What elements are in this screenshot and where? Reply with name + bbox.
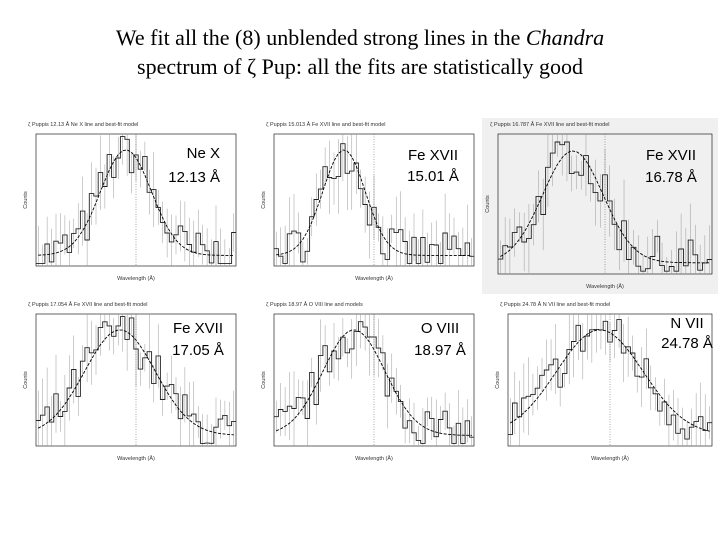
y-axis-label: Counts	[495, 371, 501, 389]
line-wavelength-label: 24.78 Å	[661, 335, 713, 352]
line-wavelength-label: 15.01 Å	[407, 168, 459, 185]
x-axis-label: Wavelength (Å)	[117, 455, 155, 462]
panel-background	[20, 118, 242, 286]
slide-subtitle: spectrum of ζ Pup: all the fits are stat…	[137, 54, 583, 79]
model-curve	[510, 329, 710, 432]
model-curve	[38, 149, 234, 256]
plot-title: ζ Puppis 12.13 Å Ne X line and best-fit …	[28, 121, 138, 128]
spectrum-panel: ζ Puppis 18.97 Å O VIII line and models W…	[258, 298, 480, 466]
line-ion-label: Fe XVII	[408, 147, 458, 164]
line-wavelength-label: 12.13 Å	[168, 169, 220, 186]
x-axis-label: Wavelength (Å)	[355, 455, 393, 462]
line-ion-label: O VIII	[421, 320, 459, 337]
y-axis-label: Counts	[23, 191, 29, 209]
plot-title: ζ Puppis 18.97 Å O VIII line and models	[266, 301, 363, 308]
x-axis-label: Wavelength (Å)	[355, 275, 393, 282]
panel-background	[258, 298, 480, 466]
spectrum-panel: ζ Puppis 17.054 Å Fe XVII line and best-…	[20, 298, 242, 466]
panel-background	[20, 298, 242, 466]
line-ion-label: Ne X	[187, 145, 220, 162]
x-axis-label: Wavelength (Å)	[117, 275, 155, 282]
line-ion-label: N VII	[670, 315, 703, 332]
model-curve	[37, 329, 234, 436]
line-ion-label: Fe XVII	[173, 320, 223, 337]
spectrum-panel: ζ Puppis 24.78 Å N VII line and best-fit…	[492, 298, 718, 466]
x-axis-label: Wavelength (Å)	[586, 283, 624, 290]
spectrum-panel: ζ Puppis 12.13 Å Ne X line and best-fit …	[20, 118, 242, 286]
title-text: We fit all the (8) unblended strong line…	[115, 25, 521, 50]
y-axis-label: Counts	[23, 371, 29, 389]
panel-background	[492, 298, 718, 466]
line-wavelength-label: 18.97 Å	[414, 342, 466, 359]
title-italic: Chandra	[525, 25, 605, 50]
spectrum-panel: ζ Puppis 16.787 Å Fe XVII line and best-…	[482, 118, 718, 294]
spectrum-panel: ζ Puppis 15.013 Å Fe XVII line and best-…	[258, 118, 480, 286]
y-axis-label: Counts	[485, 195, 491, 213]
plot-title: ζ Puppis 16.787 Å Fe XVII line and best-…	[490, 121, 610, 128]
line-wavelength-label: 17.05 Å	[172, 342, 224, 359]
x-axis-label: Wavelength (Å)	[591, 455, 629, 462]
spectrum-histogram	[274, 321, 474, 444]
line-wavelength-label: 16.78 Å	[645, 169, 697, 186]
y-axis-label: Counts	[261, 371, 267, 389]
spectrum-histogram	[36, 136, 236, 264]
plot-title: ζ Puppis 17.054 Å Fe XVII line and best-…	[28, 301, 148, 308]
slide-title: We fit all the (8) unblended strong line…	[0, 24, 720, 52]
plot-title: ζ Puppis 24.78 Å N VII line and best-fit…	[500, 301, 610, 308]
y-axis-label: Counts	[261, 191, 267, 209]
plot-title: ζ Puppis 15.013 Å Fe XVII line and best-…	[266, 121, 386, 128]
line-ion-label: Fe XVII	[646, 147, 696, 164]
